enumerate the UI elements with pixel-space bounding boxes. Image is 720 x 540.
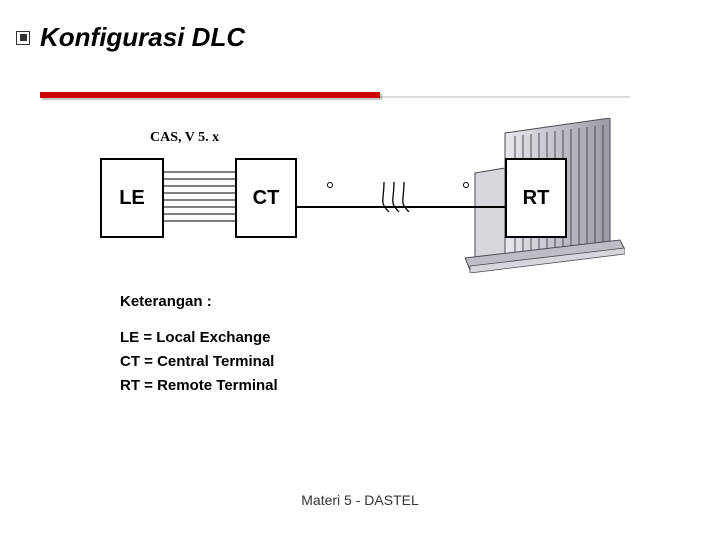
bullet-square-icon (16, 31, 30, 45)
pcm-link (297, 188, 505, 210)
legend-heading: Keterangan : (120, 290, 278, 314)
title-row: Konfigurasi DLC (0, 0, 720, 53)
node-rt: RT (505, 158, 567, 238)
legend-item: CT = Central Terminal (120, 350, 278, 374)
wire-bundle-icon (164, 170, 236, 225)
cas-label: CAS, V 5. x (150, 130, 219, 146)
slide: Konfigurasi DLC CAS, V 5. x (0, 0, 720, 540)
legend-item: RT = Remote Terminal (120, 374, 278, 398)
slide-title: Konfigurasi DLC (40, 22, 245, 53)
node-le: LE (100, 158, 164, 238)
pole-icon (463, 182, 469, 188)
footer-text: Materi 5 - DASTEL (0, 492, 720, 508)
node-ct: CT (235, 158, 297, 238)
divider (40, 92, 680, 98)
legend: Keterangan : LE = Local Exchange CT = Ce… (120, 290, 278, 398)
pole-icon (327, 182, 333, 188)
node-ct-label: CT (253, 187, 280, 210)
node-le-label: LE (119, 187, 145, 210)
dlc-diagram: CAS, V 5. x (105, 130, 625, 280)
divider-accent (40, 92, 380, 98)
node-rt-label: RT (523, 187, 550, 210)
legend-item: LE = Local Exchange (120, 326, 278, 350)
divider-trail (380, 96, 630, 98)
repeater-icon (379, 182, 419, 212)
